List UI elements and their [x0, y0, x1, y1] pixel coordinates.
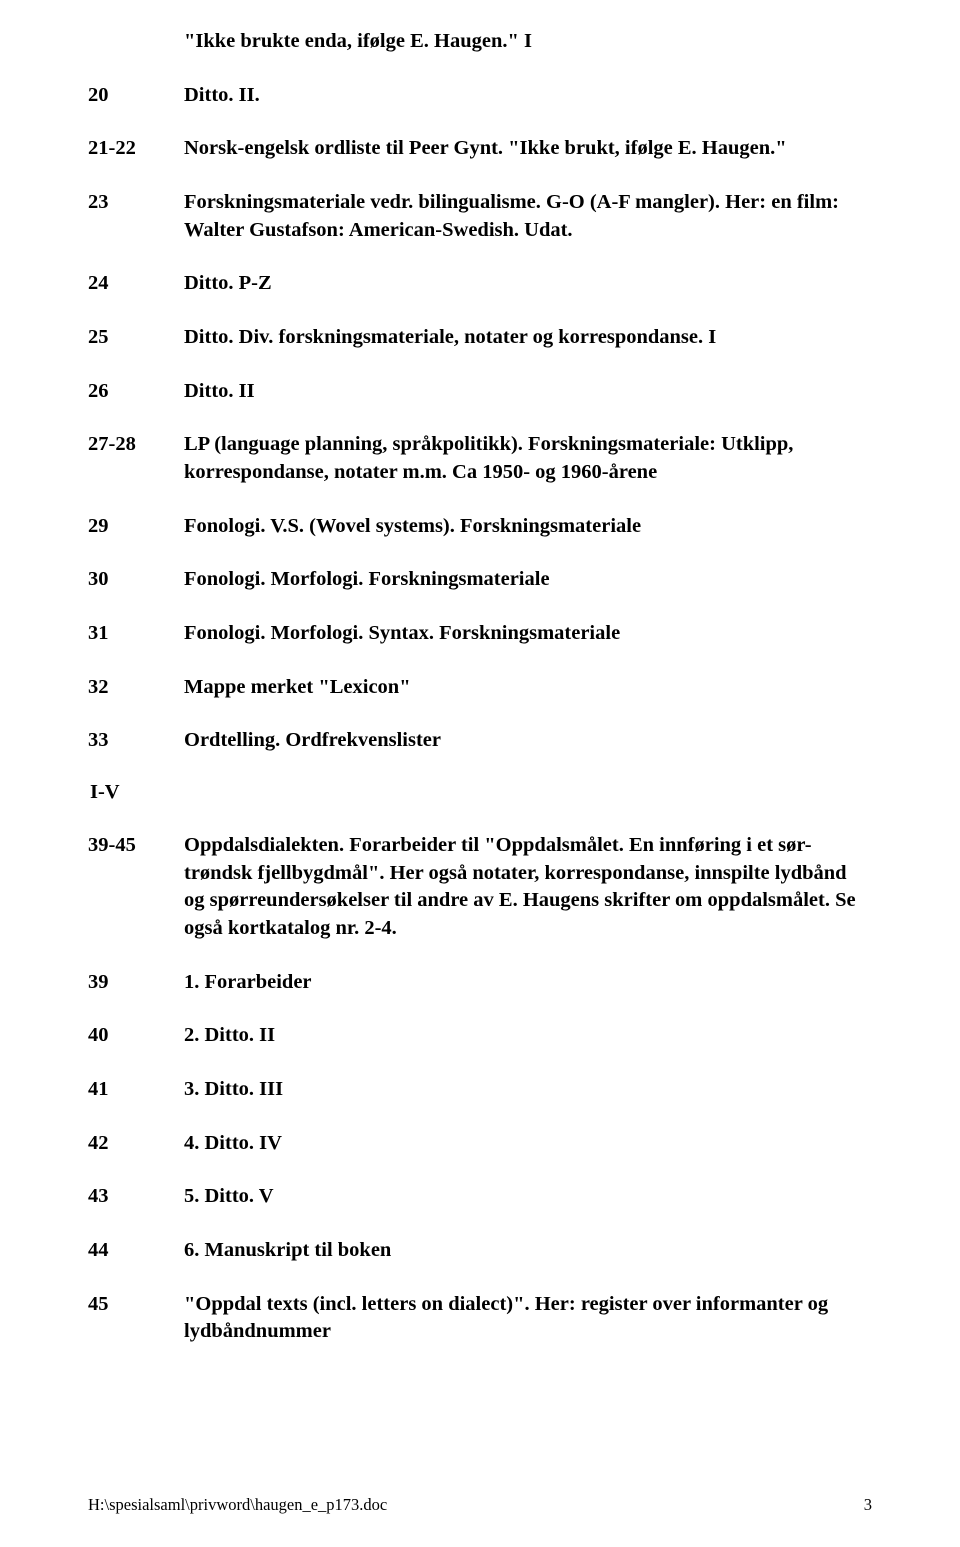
catalog-entry: 27-28LP (language planning, språkpolitik…	[88, 431, 872, 486]
entry-ref: 29	[88, 513, 184, 541]
entry-description: Norsk-engelsk ordliste til Peer Gynt. "I…	[184, 135, 872, 163]
catalog-entry: 39-45Oppdalsdialekten. Forarbeider til "…	[88, 832, 872, 943]
entry-ref: 20	[88, 82, 184, 110]
catalog-list-2: 39-45Oppdalsdialekten. Forarbeider til "…	[88, 832, 872, 1346]
catalog-entry: 435. Ditto. V	[88, 1183, 872, 1211]
catalog-entry: 25Ditto. Div. forskningsmateriale, notat…	[88, 324, 872, 352]
entry-ref: 26	[88, 378, 184, 406]
entry-description: 6. Manuskript til boken	[184, 1237, 872, 1265]
catalog-list-1: 20Ditto. II.21-22Norsk-engelsk ordliste …	[88, 82, 872, 755]
footer-path: H:\spesialsaml\privword\haugen_e_p173.do…	[88, 1495, 387, 1515]
entry-ref: 32	[88, 674, 184, 702]
entry-ref: 41	[88, 1076, 184, 1104]
entry-description: LP (language planning, språkpolitikk). F…	[184, 431, 872, 486]
catalog-entry: 21-22Norsk-engelsk ordliste til Peer Gyn…	[88, 135, 872, 163]
entry-description: 3. Ditto. III	[184, 1076, 872, 1104]
entry-description: "Oppdal texts (incl. letters on dialect)…	[184, 1291, 872, 1346]
entry-ref: 27-28	[88, 431, 184, 486]
section-marker: I-V	[90, 781, 872, 804]
catalog-entry: 413. Ditto. III	[88, 1076, 872, 1104]
entry-description: 4. Ditto. IV	[184, 1130, 872, 1158]
catalog-entry: 24Ditto. P-Z	[88, 270, 872, 298]
entry-description: Fonologi. V.S. (Wovel systems). Forsknin…	[184, 513, 872, 541]
catalog-entry: 31Fonologi. Morfologi. Syntax. Forskning…	[88, 620, 872, 648]
entry-description: 2. Ditto. II	[184, 1022, 872, 1050]
entry-ref: 45	[88, 1291, 184, 1346]
entry-description: Ditto. P-Z	[184, 270, 872, 298]
entry-ref: 44	[88, 1237, 184, 1265]
catalog-entry: 391. Forarbeider	[88, 969, 872, 997]
catalog-entry: 45 "Oppdal texts (incl. letters on diale…	[88, 1291, 872, 1346]
entry-ref: 21-22	[88, 135, 184, 163]
entry-description: Ditto. II.	[184, 82, 872, 110]
entry-description: Fonologi. Morfologi. Syntax. Forskningsm…	[184, 620, 872, 648]
catalog-entry: 29Fonologi. V.S. (Wovel systems). Forskn…	[88, 513, 872, 541]
entry-ref: 25	[88, 324, 184, 352]
entry-description: 5. Ditto. V	[184, 1183, 872, 1211]
catalog-entry: 402. Ditto. II	[88, 1022, 872, 1050]
entry-description: Forskningsmateriale vedr. bilingualisme.…	[184, 189, 872, 244]
catalog-entry: 32Mappe merket "Lexicon"	[88, 674, 872, 702]
entry-description: Fonologi. Morfologi. Forskningsmateriale	[184, 566, 872, 594]
entry-ref: 42	[88, 1130, 184, 1158]
page-footer: H:\spesialsaml\privword\haugen_e_p173.do…	[88, 1495, 872, 1515]
entry-ref: 30	[88, 566, 184, 594]
entry-description: Ordtelling. Ordfrekvenslister	[184, 727, 872, 755]
entry-ref: 43	[88, 1183, 184, 1211]
catalog-entry: 33Ordtelling. Ordfrekvenslister	[88, 727, 872, 755]
entry-description: Ditto. II	[184, 378, 872, 406]
entry-ref: 24	[88, 270, 184, 298]
catalog-entry: 26Ditto. II	[88, 378, 872, 406]
entry-ref: 40	[88, 1022, 184, 1050]
entry-description: Oppdalsdialekten. Forarbeider til "Oppda…	[184, 832, 872, 943]
entry-description: Ditto. Div. forskningsmateriale, notater…	[184, 324, 872, 352]
catalog-entry: 23Forskningsmateriale vedr. bilingualism…	[88, 189, 872, 244]
catalog-entry: 424. Ditto. IV	[88, 1130, 872, 1158]
entry-ref: 39-45	[88, 832, 184, 943]
entry-ref: 33	[88, 727, 184, 755]
entry-description: Mappe merket "Lexicon"	[184, 674, 872, 702]
catalog-entry: 446. Manuskript til boken	[88, 1237, 872, 1265]
catalog-entry: 20Ditto. II.	[88, 82, 872, 110]
entry-ref: 31	[88, 620, 184, 648]
footer-page-number: 3	[864, 1495, 872, 1515]
entry-ref: 39	[88, 969, 184, 997]
document-page: "Ikke brukte enda, ifølge E. Haugen." I …	[0, 0, 960, 1547]
top-continuation-line: "Ikke brukte enda, ifølge E. Haugen." I	[184, 28, 872, 56]
entry-ref: 23	[88, 189, 184, 244]
catalog-entry: 30Fonologi. Morfologi. Forskningsmateria…	[88, 566, 872, 594]
entry-description: 1. Forarbeider	[184, 969, 872, 997]
